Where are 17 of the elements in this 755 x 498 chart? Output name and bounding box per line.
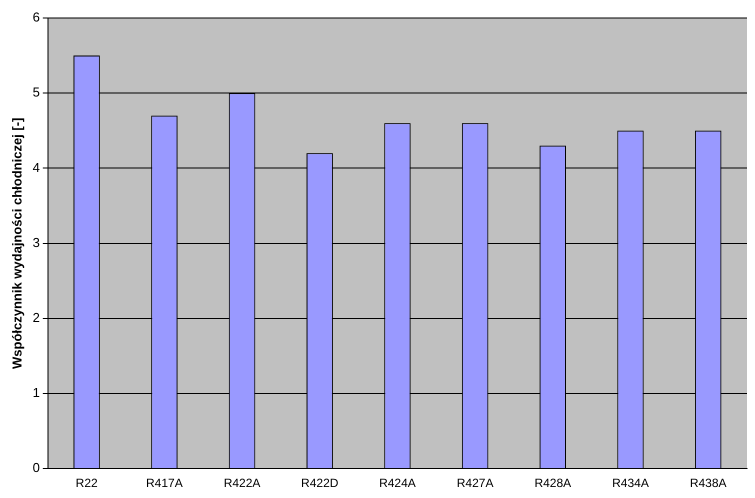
y-tick-label: 1	[32, 385, 40, 400]
y-axis-title: Współczynnik wydajności chłodniczej [-]	[9, 118, 24, 369]
y-tick-label: 4	[32, 160, 40, 175]
y-tick-label: 2	[32, 310, 40, 325]
x-tick-label: R422A	[224, 476, 260, 490]
x-tick-label: R434A	[612, 476, 649, 490]
y-tick-label: 3	[32, 234, 40, 250]
x-tick-label: R438A	[690, 476, 727, 490]
x-tick-label: R422D	[301, 476, 339, 490]
y-tick-label: 0	[32, 460, 40, 476]
y-tick-label: 6	[32, 10, 40, 25]
x-tick-label: R417A	[146, 476, 183, 490]
y-tick-label: 5	[32, 84, 40, 100]
x-tick-label: R428A	[534, 476, 572, 490]
x-tick-label: R427A	[456, 476, 494, 490]
x-tick-label: R22	[76, 476, 98, 490]
x-tick-label: R424A	[379, 476, 416, 490]
